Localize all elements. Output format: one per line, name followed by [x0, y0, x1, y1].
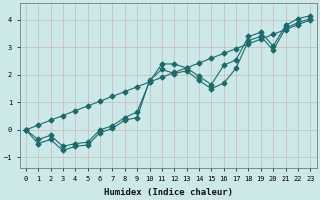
- X-axis label: Humidex (Indice chaleur): Humidex (Indice chaleur): [104, 188, 233, 197]
